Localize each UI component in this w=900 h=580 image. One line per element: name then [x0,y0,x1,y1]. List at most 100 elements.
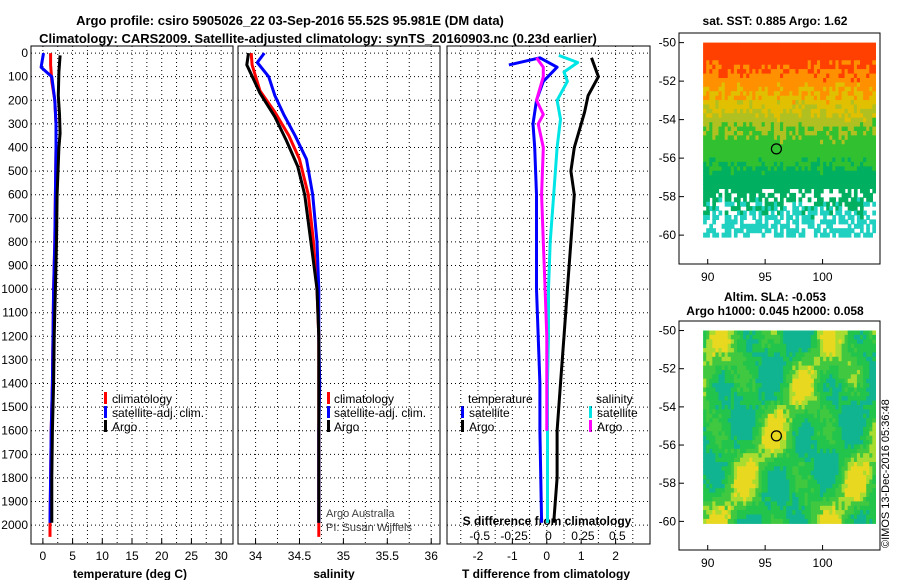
map-pixel [770,418,775,424]
map-pixel [866,488,870,494]
map-pixel [810,475,815,481]
map-pixel [813,348,818,354]
map-pixel [749,422,753,428]
map-pixel [740,55,744,61]
map-pixel [869,78,873,83]
map-pixel [730,448,735,454]
map-pixel [798,51,803,57]
map-pixel [733,122,738,128]
map-pixel [761,148,766,154]
map-pixel [817,444,821,450]
map-pixel [712,466,716,472]
map-pixel [835,157,840,163]
map-pixel [777,462,781,467]
map-pixel [792,492,796,498]
map-pixel [703,518,707,524]
map-pixel [826,122,830,128]
map-pixel [758,431,763,437]
map-pixel [777,95,781,101]
map-pixel [709,453,713,459]
map-pixel [801,161,806,167]
map-pixel [856,453,861,459]
map-pixel [755,409,760,415]
map-pixel [706,431,710,437]
map-pixel [872,210,876,216]
map-pixel [853,396,858,402]
salinity-legend-argo-swatch [327,420,330,432]
map-pixel [764,51,769,57]
map-pixel [841,117,846,123]
map-pixel [743,192,747,198]
map-pixel [715,431,720,437]
map-pixel [706,426,710,432]
map-pixel [826,206,830,212]
sst-map-title: sat. SST: 0.885 Argo: 1.62 [703,14,848,28]
map-pixel [703,104,707,110]
map-pixel [835,475,840,481]
map-pixel [792,448,796,454]
map-pixel [724,113,729,119]
map-pixel [746,365,750,371]
map-pixel [786,144,790,150]
map-pixel [856,352,861,358]
map-pixel [860,378,864,384]
map-pixel [850,60,855,66]
map-pixel [715,166,720,172]
map-pixel [863,400,867,406]
map-pixel [807,188,812,194]
map-pixel [835,122,840,128]
map-pixel [758,462,763,467]
map-pixel [838,501,843,507]
map-pixel [712,139,716,145]
map-pixel [737,365,741,371]
map-pixel [850,175,855,181]
map-pixel [844,348,849,354]
map-pixel [730,73,735,79]
map-pixel [780,453,784,459]
map-pixel [863,497,867,502]
map-pixel [853,426,858,432]
map-pixel [847,409,852,415]
map-pixel [764,453,769,459]
map-pixel [801,166,806,172]
map-pixel [801,391,806,397]
map-pixel [752,343,756,349]
map-pixel [817,161,821,167]
map-pixel [820,396,824,402]
map-pixel [829,339,833,345]
map-pixel [850,219,855,225]
map-pixel [826,409,830,415]
map-pixel [780,514,784,520]
map-pixel [761,117,766,123]
map-pixel [761,60,766,66]
map-pixel [709,510,713,516]
map-pixel [820,378,824,384]
map-pixel [773,232,778,238]
map-pixel [786,418,790,424]
map-pixel [841,148,846,154]
map-pixel [740,431,744,437]
map-pixel [764,361,769,367]
map-pixel [835,387,840,393]
map-pixel [755,219,760,225]
map-pixel [755,100,760,106]
map-pixel [844,60,849,66]
map-pixel [780,352,784,358]
map-pixel [752,179,756,185]
map-pixel [801,47,806,52]
temperature-legend-climatology: climatology [112,392,172,406]
map-pixel [777,444,781,450]
map-pixel [850,69,855,75]
map-pixel [721,78,726,83]
map-pixel [755,135,760,141]
map-pixel [773,188,778,194]
map-pixel [770,55,775,61]
map-pixel [773,510,778,516]
map-pixel [715,470,720,476]
map-pixel [752,348,756,354]
map-pixel [783,82,787,88]
map-pixel [860,361,864,367]
map-pixel [777,47,781,52]
map-pixel [823,210,827,216]
map-pixel [860,175,864,181]
